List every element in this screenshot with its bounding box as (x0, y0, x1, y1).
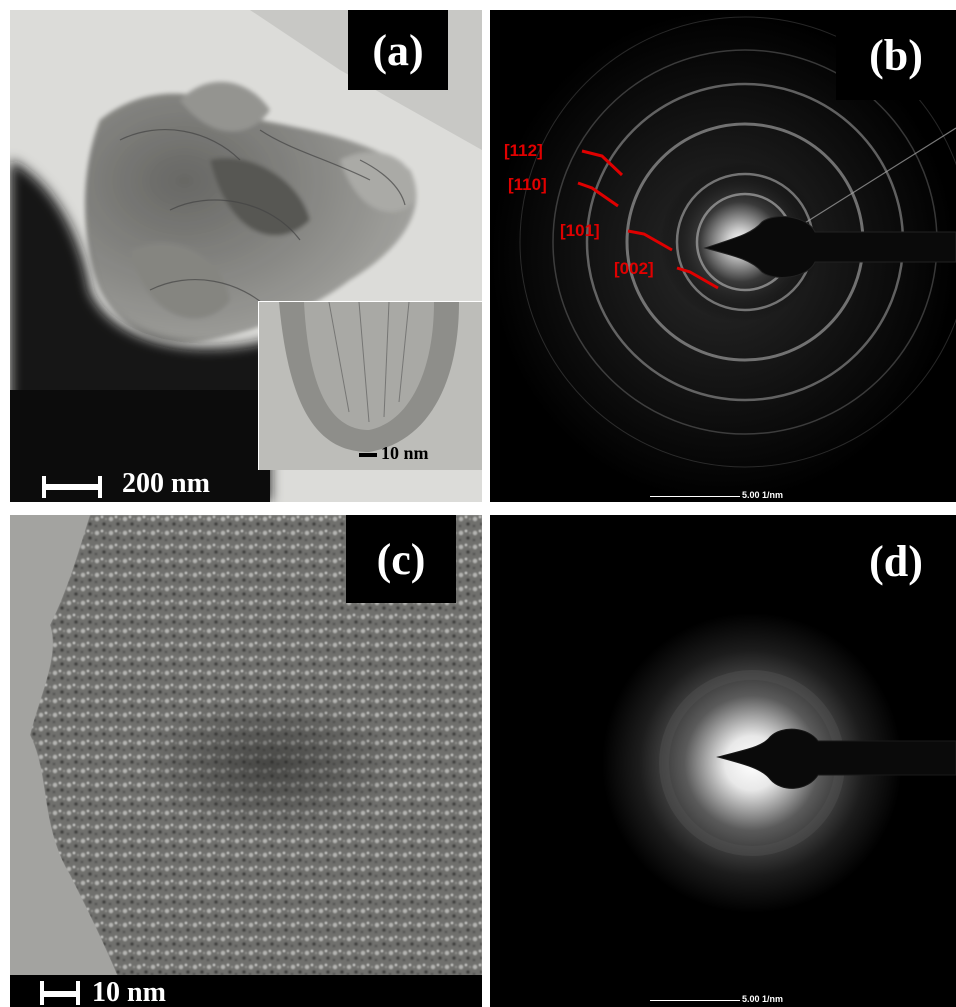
panel-d-pattern (490, 515, 956, 1007)
panel-c-hrtem: (c) 10 nm (10, 515, 482, 1007)
panel-d-diffraction: (d) 5.00 1/nm (490, 515, 956, 1007)
ring-label-110: [110] (508, 175, 547, 194)
panel-a-inset-micrograph (259, 302, 482, 470)
panel-a-micrograph (10, 10, 482, 502)
panel-c-scale-bg (10, 975, 482, 1007)
ring-label-101: [101] (560, 221, 600, 240)
panel-b-diffraction: [112] [110] [101] [002] (b) 5.00 1/nm (490, 10, 956, 502)
inset-scale-bar (359, 453, 377, 457)
panel-c-label: (c) (346, 515, 456, 603)
panel-c-scale-bar-cap-left (40, 981, 44, 1005)
panel-c-scale-bar-cap-right (76, 981, 80, 1005)
panel-c-scale-text: 10 nm (92, 977, 166, 1007)
panel-d-scale-text: 5.00 1/nm (742, 994, 784, 1004)
panel-a-tem-image: 10 nm (a) 200 nm (10, 10, 482, 502)
ring-label-112: [112] (504, 141, 543, 160)
panel-a-scale-bar-cap-left (42, 476, 46, 498)
ring-label-002: [002] (614, 259, 654, 278)
panel-d-scale-line (650, 1000, 740, 1001)
panel-a-scale-bar (42, 484, 102, 490)
inset-scale-text: 10 nm (381, 443, 429, 463)
panel-b-label: (b) (836, 10, 956, 100)
panel-b-scale-text: 5.00 1/nm (742, 490, 784, 500)
panel-d-label: (d) (836, 515, 956, 607)
panel-a-label: (a) (348, 10, 448, 90)
panel-a-scale-bar-cap-right (98, 476, 102, 498)
panel-c-scale-bar (40, 991, 80, 997)
panel-c-micrograph (10, 515, 482, 1007)
panel-b-scale-line (650, 496, 740, 497)
panel-a-scale-text: 200 nm (122, 468, 210, 499)
panel-a-inset: 10 nm (258, 301, 482, 470)
